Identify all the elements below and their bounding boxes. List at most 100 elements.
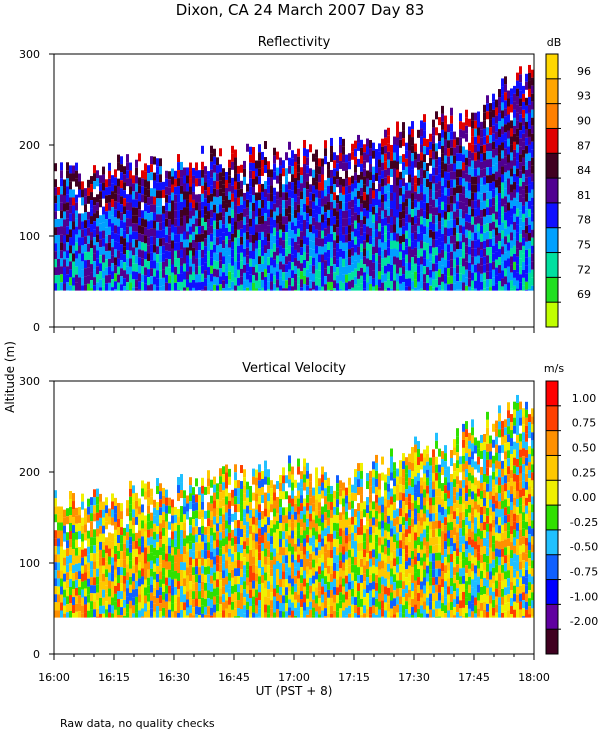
reflectivity-echo-cell <box>177 162 180 171</box>
vertical-velocity-echo-cell <box>222 522 225 531</box>
reflectivity-echo-cell <box>408 222 411 231</box>
vertical-velocity-echo-cell <box>324 528 327 537</box>
vertical-velocity-echo-cell <box>129 536 132 545</box>
reflectivity-echo-cell <box>528 136 531 145</box>
reflectivity-echo-cell <box>480 129 483 138</box>
vertical-velocity-echo-cell <box>225 552 228 561</box>
reflectivity-echo-cell <box>174 178 177 187</box>
reflectivity-echo-cell <box>372 182 375 191</box>
vertical-velocity-echo-cell <box>357 535 360 544</box>
reflectivity-echo-cell <box>285 272 288 281</box>
reflectivity-echo-cell <box>516 224 519 233</box>
reflectivity-echo-cell <box>411 193 414 202</box>
reflectivity-echo-cell <box>456 241 459 250</box>
reflectivity-echo-cell <box>330 193 333 202</box>
reflectivity-echo-cell <box>432 263 435 272</box>
reflectivity-echo-cell <box>507 226 510 235</box>
reflectivity-echo-cell <box>246 199 249 208</box>
reflectivity-echo-cell <box>402 122 405 131</box>
vertical-velocity-echo-cell <box>267 565 270 574</box>
vertical-velocity-echo-cell <box>330 485 333 494</box>
vertical-velocity-echo-cell <box>132 525 135 534</box>
vertical-velocity-echo-cell <box>213 612 216 618</box>
reflectivity-echo-cell <box>312 217 315 226</box>
reflectivity-echo-cell <box>261 247 264 256</box>
vertical-velocity-echo-cell <box>234 520 237 529</box>
reflectivity-echo-cell <box>168 171 171 180</box>
reflectivity-echo-cell <box>390 152 393 161</box>
reflectivity-echo-cell <box>525 281 528 290</box>
reflectivity-echo-cell <box>66 202 69 211</box>
reflectivity-echo-cell <box>69 253 72 262</box>
reflectivity-echo-cell <box>441 129 444 138</box>
reflectivity-echo-cell <box>111 223 114 232</box>
vertical-velocity-echo-cell <box>366 473 369 482</box>
vertical-velocity-echo-cell <box>345 583 348 592</box>
reflectivity-echo-cell <box>69 269 72 278</box>
vertical-velocity-echo-cell <box>396 476 399 485</box>
reflectivity-echo-cell <box>138 289 141 291</box>
reflectivity-echo-cell <box>420 264 423 273</box>
reflectivity-echo-cell <box>426 195 429 204</box>
reflectivity-echo-cell <box>483 288 486 291</box>
vertical-velocity-echo-cell <box>180 482 183 491</box>
vertical-velocity-echo-cell <box>192 495 195 504</box>
reflectivity-echo-cell <box>495 187 498 196</box>
vertical-velocity-echo-cell <box>153 499 156 508</box>
reflectivity-echo-cell <box>363 256 366 265</box>
reflectivity-echo-cell <box>324 228 327 237</box>
reflectivity-echo-cell <box>120 228 123 237</box>
vertical-velocity-echo-cell <box>66 580 69 589</box>
vertical-velocity-echo-cell <box>318 494 321 503</box>
reflectivity-echo-cell <box>156 166 159 175</box>
vertical-velocity-echo-cell <box>333 602 336 611</box>
vertical-velocity-echo-cell <box>66 588 69 597</box>
reflectivity-echo-cell <box>519 194 522 203</box>
reflectivity-echo-cell <box>372 246 375 255</box>
vertical-velocity-echo-cell <box>315 523 318 532</box>
vertical-velocity-echo-cell <box>201 517 204 526</box>
reflectivity-echo-cell <box>483 184 486 193</box>
vertical-velocity-echo-cell <box>198 495 201 504</box>
reflectivity-echo-cell <box>468 150 471 159</box>
reflectivity-echo-cell <box>249 266 252 275</box>
reflectivity-echo-cell <box>303 163 306 172</box>
reflectivity-echo-cell <box>438 205 441 214</box>
vertical-velocity-echo-cell <box>291 602 294 611</box>
reflectivity-echo-cell <box>435 167 438 176</box>
vertical-velocity-echo-cell <box>369 518 372 527</box>
vertical-velocity-echo-cell <box>291 514 294 523</box>
vertical-velocity-echo-cell <box>393 566 396 575</box>
vertical-velocity-echo-cell <box>324 552 327 561</box>
reflectivity-echo-cell <box>384 153 387 162</box>
reflectivity-echo-cell <box>459 273 462 282</box>
reflectivity-echo-cell <box>417 217 420 226</box>
reflectivity-echo-cell <box>474 184 477 193</box>
vertical-velocity-echo-cell <box>66 556 69 565</box>
reflectivity-echo-cell <box>270 209 273 218</box>
reflectivity-echo-cell <box>195 210 198 219</box>
vertical-velocity-echo-cell <box>240 593 243 602</box>
vertical-velocity-echo-cell <box>126 612 129 618</box>
vertical-velocity-echo-cell <box>258 512 261 521</box>
vertical-velocity-echo-cell <box>195 590 198 599</box>
vertical-velocity-echo-cell <box>126 572 129 581</box>
reflectivity-echo-cell <box>483 120 486 129</box>
vertical-velocity-echo-cell <box>294 479 297 488</box>
reflectivity-echo-cell <box>210 273 213 282</box>
reflectivity-colorbar-tick-label: 90 <box>577 114 591 127</box>
vertical-velocity-echo-cell <box>231 537 234 546</box>
reflectivity-echo-cell <box>477 271 480 280</box>
reflectivity-echo-cell <box>96 170 99 179</box>
reflectivity-echo-cell <box>279 197 282 206</box>
vertical-velocity-echo-cell <box>243 501 246 510</box>
vertical-velocity-echo-cell <box>144 523 147 532</box>
vertical-velocity-echo-cell <box>303 506 306 515</box>
reflectivity-echo-cell <box>219 260 222 269</box>
reflectivity-echo-cell <box>192 287 195 291</box>
vertical-velocity-echo-cell <box>138 506 141 515</box>
reflectivity-echo-cell <box>192 167 195 176</box>
reflectivity-echo-cell <box>312 177 315 186</box>
vertical-velocity-echo-cell <box>81 541 84 550</box>
reflectivity-echo-cell <box>117 186 120 195</box>
